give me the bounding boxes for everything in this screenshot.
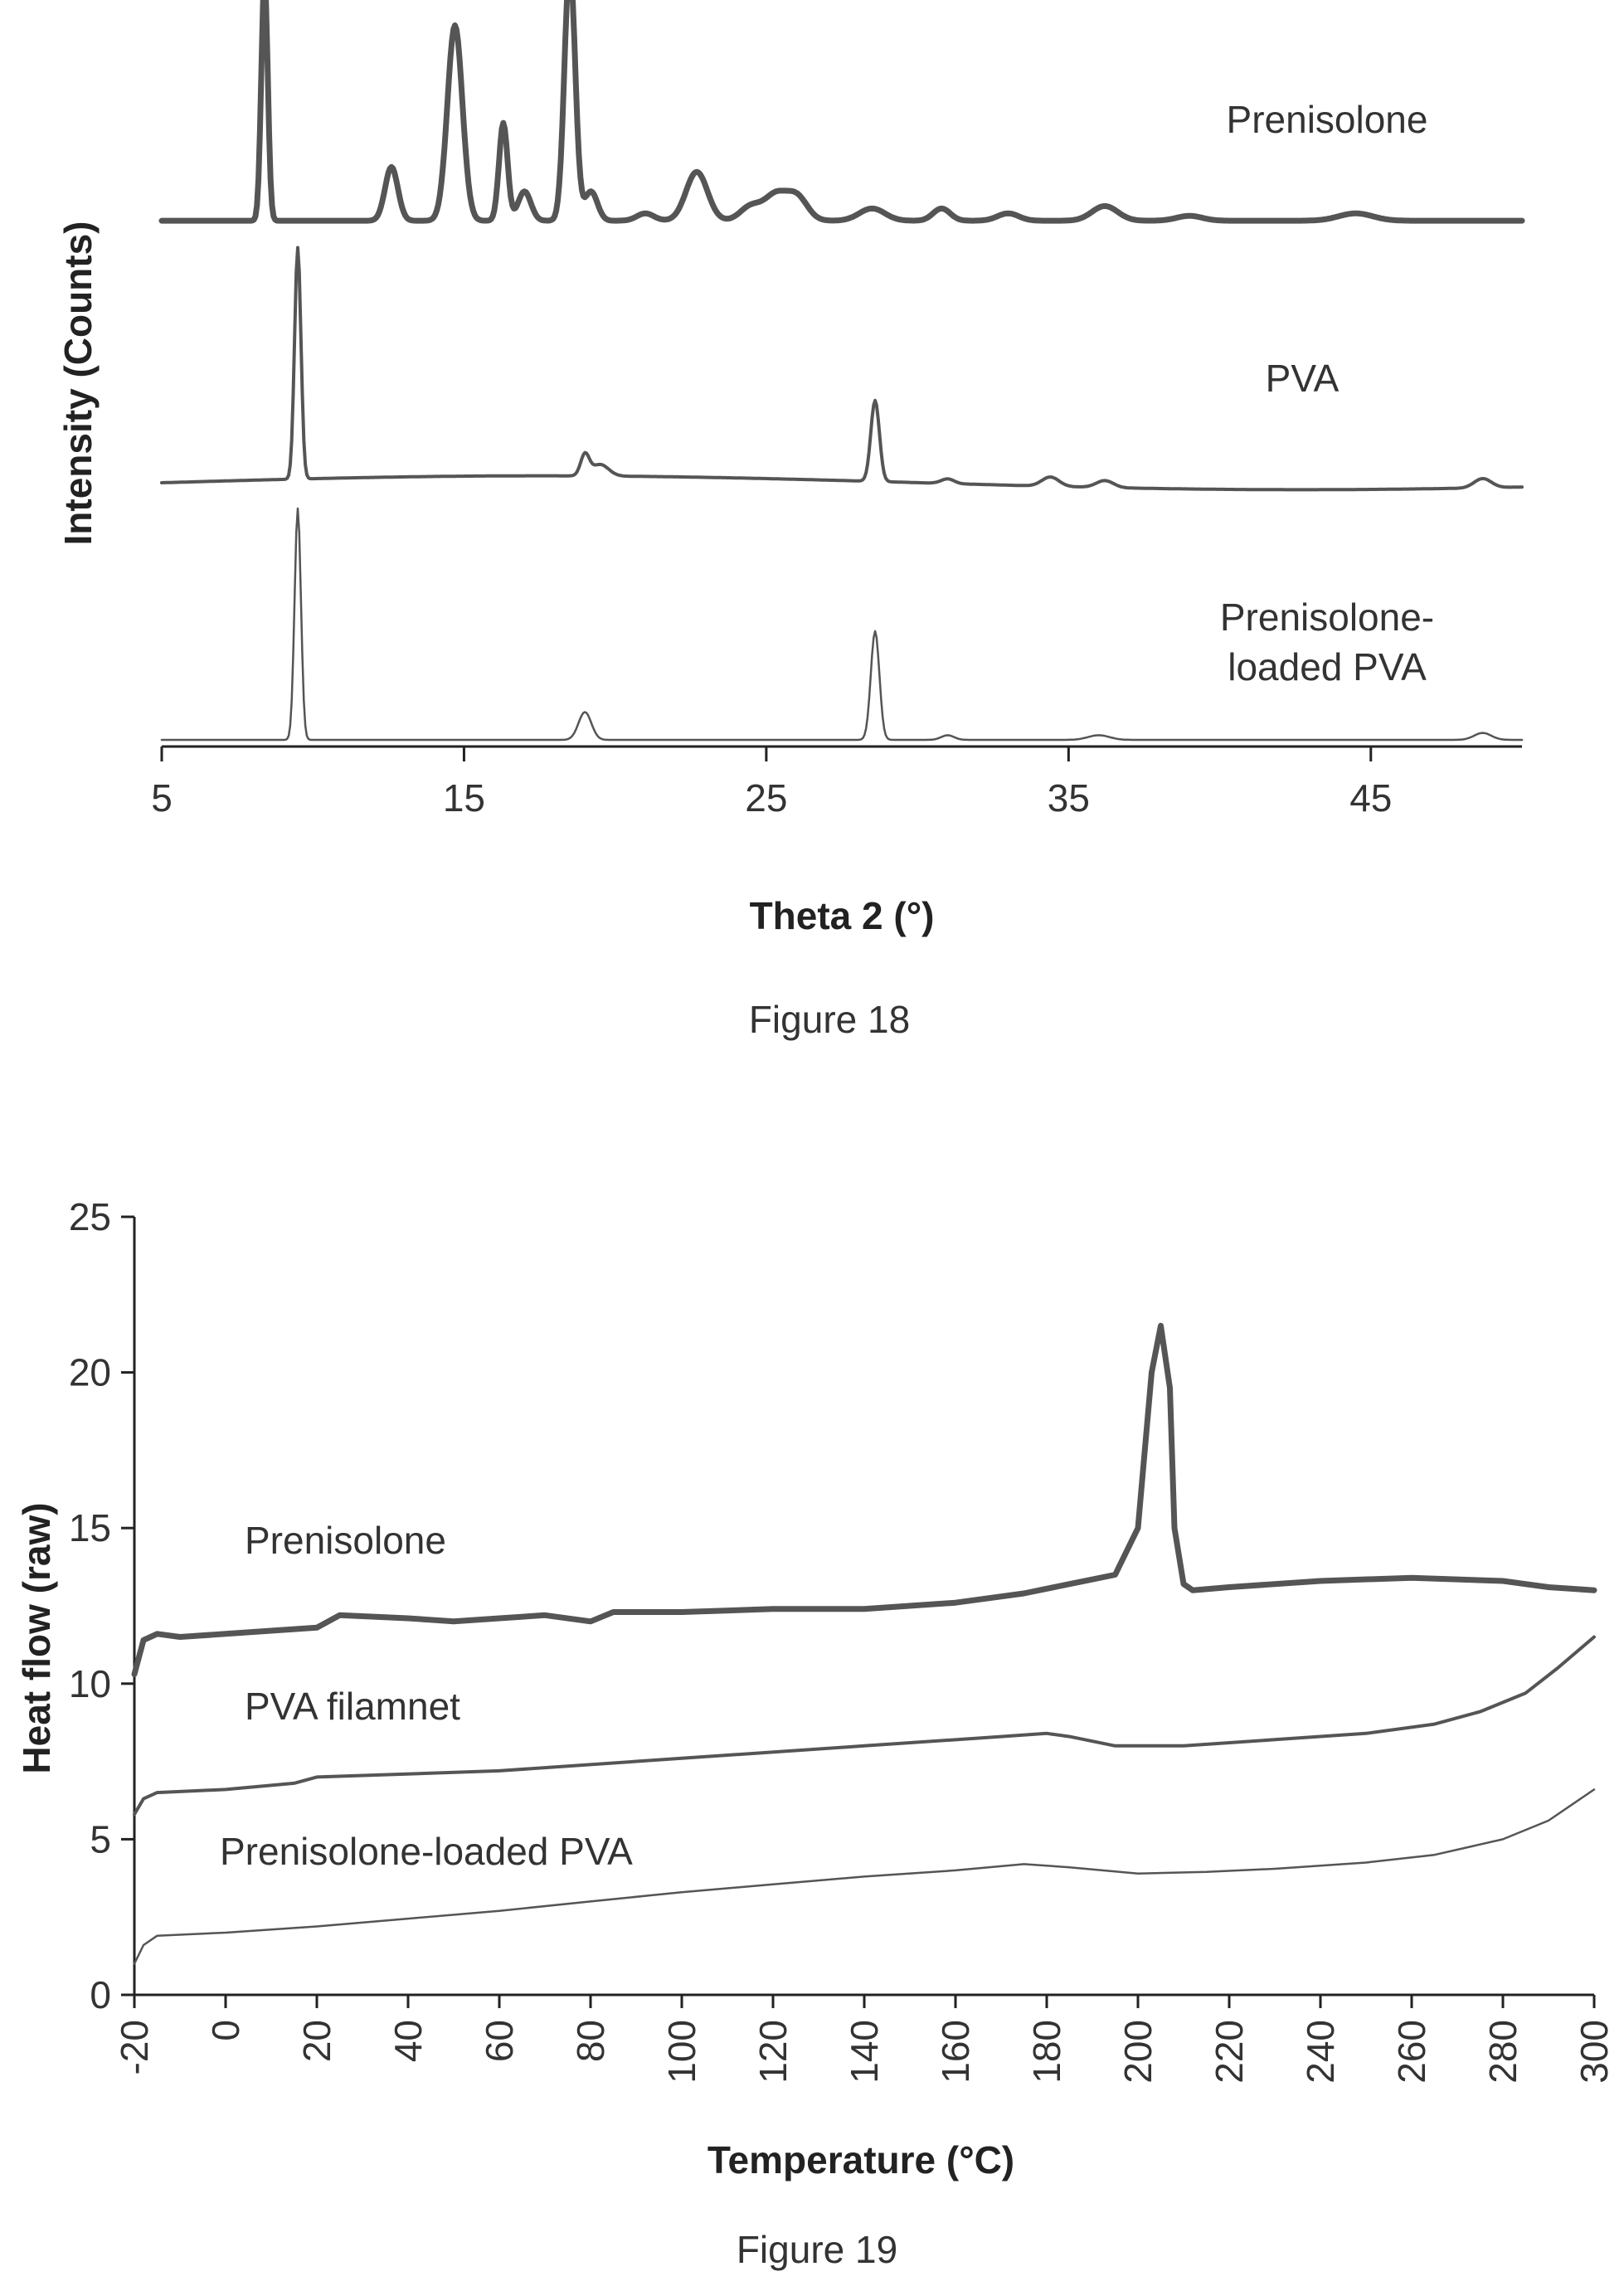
dsc-y-axis-label: Heat flow (raw) [15, 1502, 58, 1773]
xrd-y-axis-label: Intensity (Counts) [56, 221, 100, 546]
dsc-curves [131, 1322, 1597, 1965]
figure-19-caption: Figure 19 [737, 2228, 897, 2271]
dsc-x-tick-label: 200 [1116, 2020, 1160, 2084]
dsc-y-tick-label: 0 [90, 1973, 111, 2016]
dsc-x-tick-label: 20 [295, 2020, 338, 2062]
dsc-x-tick-label: 220 [1208, 2020, 1251, 2084]
xrd-series-line-prenisolone-loaded-pva [160, 507, 1524, 742]
dsc-x-tick-label: 280 [1481, 2020, 1524, 2084]
dsc-y-tick-label: 5 [90, 1817, 111, 1860]
xrd-x-tick-label: 25 [745, 776, 787, 820]
dsc-y-ticks: 0 5 10 15 20 25 [69, 1195, 134, 2016]
dsc-y-tick-label: 10 [69, 1662, 111, 1705]
dsc-x-tick-label: 120 [751, 2020, 795, 2084]
xrd-x-tick-label: 5 [151, 776, 173, 820]
xrd-x-ticks: 5 15 25 35 45 [151, 747, 1392, 820]
xrd-series-label-prenisolone-loaded-pva: Prenisolone- [1220, 596, 1434, 639]
xrd-curves [158, 0, 1525, 742]
figure-18-caption: Figure 18 [749, 998, 910, 1041]
xrd-x-tick-label: 45 [1349, 776, 1392, 820]
dsc-x-tick-label: 160 [934, 2020, 977, 2084]
dsc-series-line-prenisolone-loaded-pva [133, 1788, 1596, 1965]
dsc-x-axis-label: Temperature (°C) [707, 2138, 1014, 2181]
dsc-x-tick-label: 240 [1299, 2020, 1342, 2084]
xrd-x-axis-label: Theta 2 (°) [750, 894, 935, 937]
dsc-series-label-prenisolone: Prenisolone [245, 1519, 446, 1562]
dsc-x-tick-label: 300 [1573, 2020, 1616, 2084]
xrd-x-tick-label: 35 [1048, 776, 1090, 820]
dsc-x-tick-label: 100 [660, 2020, 703, 2084]
dsc-series-line-prenisolone [131, 1322, 1597, 1677]
dsc-x-ticks: -20 0 20 40 60 80 100 120 140 160 180 200 220 240 260 2… [113, 1995, 1616, 2084]
dsc-x-tick-label: 0 [204, 2020, 247, 2041]
dsc-y-tick-label: 15 [69, 1506, 111, 1549]
dsc-x-tick-label: 80 [569, 2020, 612, 2062]
dsc-series-label-prenisolone-loaded-pva: Prenisolone-loaded PVA [220, 1830, 633, 1873]
dsc-x-tick-label: 260 [1390, 2020, 1433, 2084]
xrd-series-label-prenisolone-loaded-pva: loaded PVA [1228, 645, 1427, 688]
xrd-series-line-pva [160, 246, 1524, 492]
dsc-y-tick-label: 20 [69, 1351, 111, 1394]
dsc-series-line-pva-filamnet [133, 1635, 1596, 1817]
dsc-x-tick-label: 40 [387, 2020, 430, 2062]
dsc-x-tick-label: -20 [113, 2020, 156, 2074]
xrd-series-line-prenisolone [158, 0, 1525, 224]
xrd-series-label-prenisolone: Prenisolone [1227, 98, 1428, 141]
xrd-chart: Intensity (Counts) 5 15 25 35 45 Theta 2 (°)… [56, 0, 1525, 1041]
dsc-x-tick-label: 180 [1025, 2020, 1068, 2084]
xrd-series-labels: Prenisolone PVA Prenisolone-loaded PVA [1220, 98, 1434, 688]
dsc-series-labels: Prenisolone PVA filamnet Prenisolone-loade… [220, 1519, 633, 1873]
xrd-series-label-pva: PVA [1266, 357, 1340, 400]
dsc-x-tick-label: 60 [478, 2020, 521, 2062]
dsc-x-tick-label: 140 [843, 2020, 886, 2084]
dsc-y-tick-label: 25 [69, 1195, 111, 1238]
dsc-series-label-pva-filamnet: PVA filamnet [245, 1685, 460, 1728]
xrd-x-tick-label: 15 [443, 776, 485, 820]
